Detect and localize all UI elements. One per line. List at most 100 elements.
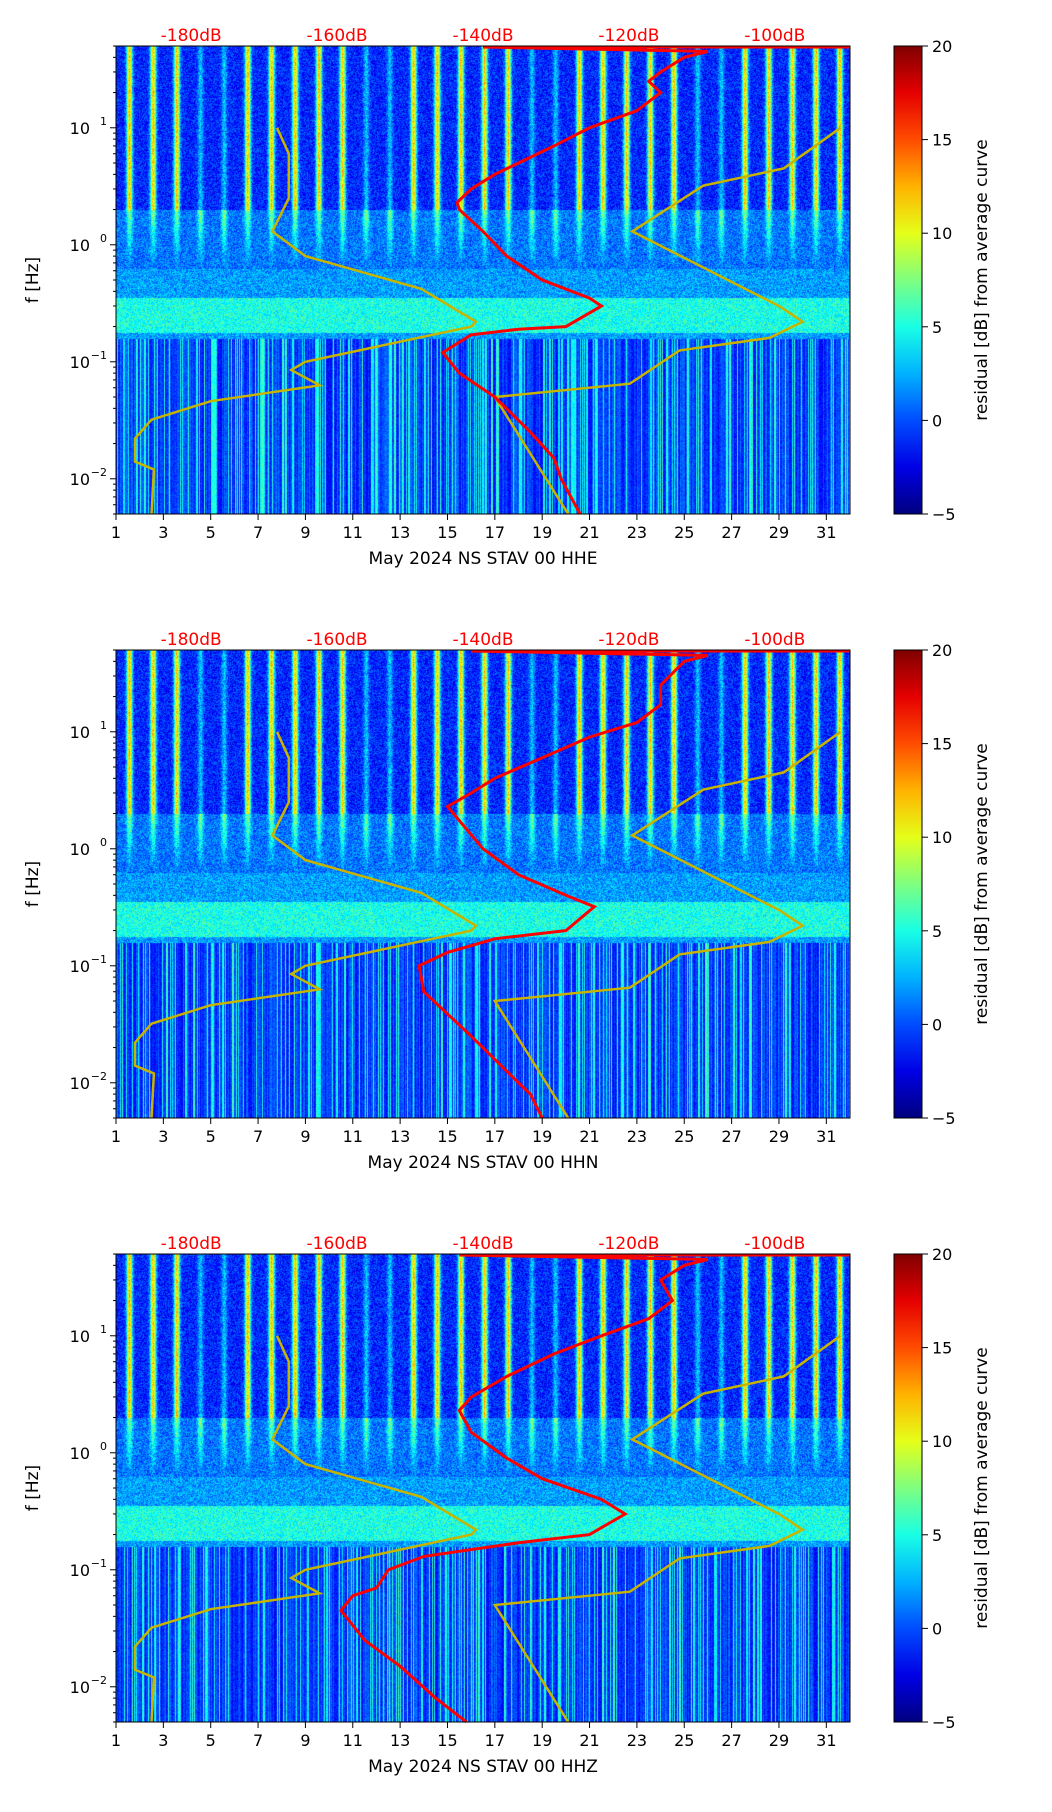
x-tick-label: 17 [485,523,505,542]
colorbar-tick-label: 10 [932,828,952,847]
x-tick-label: 23 [627,1127,647,1146]
series-line-noise-model-high [492,126,842,515]
colorbar-tick-label: 20 [932,641,952,660]
x-tick-label: 25 [674,1731,694,1750]
colorbar-tick-label: −5 [932,505,956,524]
spectrogram-panel-hhn: 1 3 5 7 9 11 13 15 17 19 21 23 25 27 29 31 10 −2 10 −1 10 0 10… [0,604,1052,1208]
top-db-label: -120dB [598,26,659,46]
y-tick-exponent: −2 [91,1674,107,1687]
colorbar-tick-label: 20 [932,37,952,56]
x-tick-label: 7 [253,1731,263,1750]
x-tick-label: 11 [343,1127,363,1146]
top-db-label: -160dB [307,630,368,650]
colorbar-tick-label: 10 [932,1432,952,1451]
y-tick-label: 10 [70,1327,90,1346]
y-tick-exponent: 0 [100,836,107,849]
x-tick-label: 25 [674,523,694,542]
x-tick-label: 31 [816,523,836,542]
x-tick-label: 13 [390,1127,410,1146]
x-tick-label: 9 [300,1127,310,1146]
y-tick-exponent: 1 [100,719,107,732]
series-line-noise-model-low [133,731,478,1119]
x-tick-label: 1 [111,523,121,542]
y-tick-label: 10 [70,1444,90,1463]
x-tick-label: 15 [437,523,457,542]
y-tick-label: 10 [70,119,90,138]
x-tick-label: 3 [158,1731,168,1750]
colorbar-tick-label: 20 [932,1245,952,1264]
y-tick-label: 10 [70,840,90,859]
top-db-label: -160dB [307,26,368,46]
colorbar-label: residual [dB] from average curve [972,139,992,420]
x-tick-label: 27 [721,1127,741,1146]
top-db-label: -180dB [161,1234,222,1254]
top-db-label: -100dB [744,26,805,46]
top-db-label: -180dB [161,630,222,650]
y-axis-label: f [Hz] [23,1465,43,1511]
x-tick-label: 3 [158,1127,168,1146]
x-tick-label: 7 [253,1127,263,1146]
x-tick-label: 31 [816,1731,836,1750]
x-axis-label: May 2024 NS STAV 00 HHE [369,549,598,569]
x-tick-label: 27 [721,1731,741,1750]
top-db-label: -160dB [307,1234,368,1254]
y-tick-exponent: −1 [91,349,107,362]
colorbar-tick-label: 0 [932,1619,942,1638]
spectrogram-panel-hhz: 1 3 5 7 9 11 13 15 17 19 21 23 25 27 29 31 10 −2 10 −1 10 0 10… [0,1208,1052,1812]
x-tick-label: 19 [532,523,552,542]
colorbar [893,649,923,1119]
colorbar-label: residual [dB] from average curve [972,743,992,1024]
y-tick-label: 10 [70,723,90,742]
top-db-label: -120dB [598,630,659,650]
series-line-average-curve [440,45,850,515]
plot-frame [115,45,851,515]
colorbar-label: residual [dB] from average curve [972,1347,992,1628]
x-tick-label: 7 [253,523,263,542]
colorbar-tick-label: 5 [932,318,942,337]
series-line-noise-model-low [133,1335,478,1723]
x-tick-label: 29 [769,1127,789,1146]
series-line-noise-model-low [133,127,478,515]
colorbar-tick-label: −5 [932,1713,956,1732]
colorbar-tick-label: 10 [932,224,952,243]
x-tick-label: 9 [300,1731,310,1750]
top-db-label: -140dB [452,630,513,650]
y-tick-label: 10 [70,236,90,255]
y-tick-label: 10 [70,1678,90,1697]
x-tick-label: 17 [485,1731,505,1750]
y-tick-label: 10 [70,1561,90,1580]
y-tick-exponent: 0 [100,1440,107,1453]
colorbar-tick-label: 15 [932,1339,952,1358]
x-tick-label: 1 [111,1127,121,1146]
top-db-label: -180dB [161,26,222,46]
series-line-average-curve [338,1253,850,1724]
y-tick-exponent: 1 [100,1323,107,1336]
y-axis-label: f [Hz] [23,861,43,907]
x-tick-label: 19 [532,1731,552,1750]
top-db-label: -140dB [452,26,513,46]
colorbar-tick-label: 5 [932,922,942,941]
y-tick-exponent: −2 [91,466,107,479]
colorbar [893,45,923,515]
colorbar-tick-label: 15 [932,131,952,150]
series-line-noise-model-high [492,1334,842,1723]
y-tick-label: 10 [70,957,90,976]
y-tick-label: 10 [70,1074,90,1093]
colorbar-tick-label: 0 [932,1015,942,1034]
x-tick-label: 3 [158,523,168,542]
y-tick-exponent: −1 [91,1557,107,1570]
x-tick-label: 21 [579,1731,599,1750]
y-tick-label: 10 [70,470,90,489]
series-line-noise-model-high [492,730,842,1119]
top-db-label: -140dB [452,1234,513,1254]
x-tick-label: 25 [674,1127,694,1146]
colorbar-tick-label: −5 [932,1109,956,1128]
x-axis-label: May 2024 NS STAV 00 HHN [368,1153,599,1173]
x-tick-label: 19 [532,1127,552,1146]
y-axis-label: f [Hz] [23,257,43,303]
y-tick-exponent: −1 [91,953,107,966]
x-tick-label: 29 [769,1731,789,1750]
